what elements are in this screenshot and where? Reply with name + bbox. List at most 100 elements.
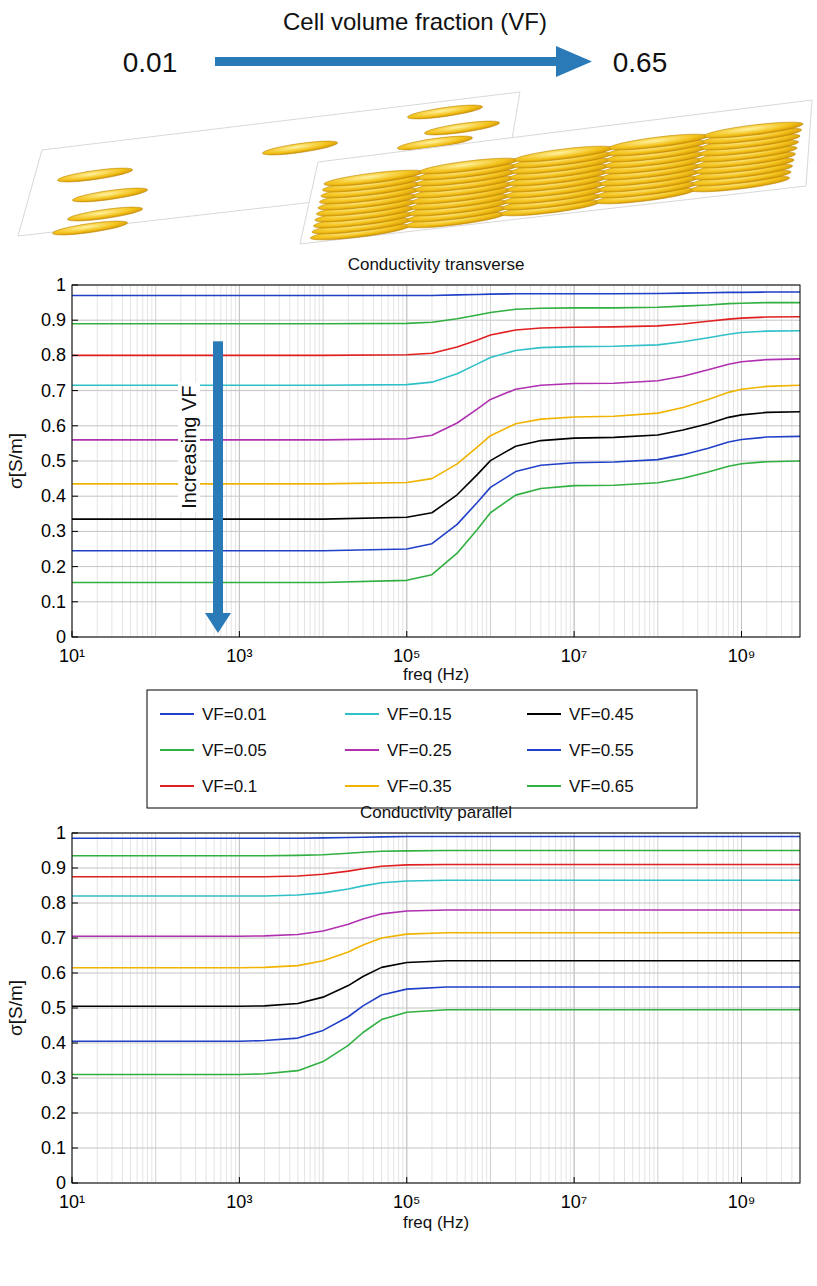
y-tick-label: 0.3 [41,521,66,541]
y-tick-label: 0.8 [41,893,66,913]
y-grid [72,868,800,869]
legend-label: VF=0.01 [202,705,267,724]
y-tick-label: 0.1 [41,592,66,612]
figure: Cell volume fraction (VF) 0.01 0.65 10¹ 10³ 1… [0,0,817,1286]
legend-swatch [345,749,379,751]
annotation: Increasing VF [178,341,231,633]
illustration-dense [300,100,812,244]
series-line [72,317,800,356]
x-tick-label: 10³ [226,1192,252,1212]
y-grid [72,531,800,532]
y-tick [72,601,78,602]
y-tick [72,1008,78,1009]
annotation-patch [178,382,200,511]
y-tick [72,566,78,567]
series-line [72,303,800,324]
y-tick [72,903,78,904]
legend-swatch [345,785,379,787]
y-tick-label: 0.2 [41,1103,66,1123]
y-tick-label: 0.9 [41,310,66,330]
legend-label: VF=0.65 [569,777,634,796]
legend: VF=0.01VF=0.05VF=0.1VF=0.15VF=0.25VF=0.3… [147,690,697,808]
x-tick [574,631,575,637]
header-end: 0.65 [613,47,668,78]
series-line [72,331,800,386]
series-line [72,865,800,877]
header-arrow-shaft [215,57,560,66]
x-tick-label: 10⁷ [561,646,588,666]
y-grid [72,1043,800,1044]
y-tick-label: 1 [56,823,66,843]
x-tick-label: 10⁷ [561,1192,588,1212]
y-tick [72,637,78,638]
x-tick [406,631,407,637]
series-line [72,1010,800,1075]
cell [67,204,144,223]
plot-frame [72,285,800,637]
y-tick-label: 0.1 [41,1138,66,1158]
chart-title: Conductivity transverse [348,255,525,274]
annotation-arrow-shaft [213,341,223,615]
legend-label: VF=0.1 [202,777,257,796]
x-tick [72,631,73,637]
x-tick-label: 10³ [226,646,252,666]
y-grid [72,601,800,602]
y-tick-label: 0.6 [41,963,66,983]
cell [513,143,613,165]
y-tick [72,1043,78,1044]
y-tick [72,531,78,532]
y-tick-label: 1 [56,275,66,295]
header-title: Cell volume fraction (VF) [283,8,547,35]
y-tick-label: 0.5 [41,451,66,471]
legend-swatch [160,785,194,787]
cell [407,102,484,121]
y-tick [72,496,78,497]
y-grid [72,1008,800,1009]
y-grid [72,1078,800,1079]
y-tick-label: 0.7 [41,381,66,401]
y-tick [72,461,78,462]
series-line [72,837,800,839]
y-tick [72,390,78,391]
legend-label: VF=0.15 [387,705,452,724]
header-start: 0.01 [123,47,178,78]
grid [72,285,800,637]
x-axis-title: freq (Hz) [403,665,469,684]
y-grid [72,320,800,321]
legend-swatch [160,713,194,715]
y-tick [72,1113,78,1114]
legend-label: VF=0.05 [202,741,267,760]
x-tick-label: 10¹ [59,1192,85,1212]
legend-label: VF=0.55 [569,741,634,760]
series-line [72,851,800,856]
y-tick-label: 0.9 [41,858,66,878]
x-axis-title: freq (Hz) [403,1213,469,1232]
y-tick [72,425,78,426]
y-tick [72,833,78,834]
y-tick-label: 0.4 [41,486,66,506]
y-tick [72,1078,78,1079]
x-tick [741,631,742,637]
y-tick [72,938,78,939]
y-tick-label: 0.4 [41,1033,66,1053]
cell [262,138,339,157]
plot-frame [72,833,800,1183]
y-tick [72,1183,78,1184]
illustration-sparse [18,92,520,238]
legend-swatch [160,749,194,751]
x-tick-label: 10¹ [59,646,85,666]
y-grid [72,973,800,974]
y-tick-label: 0 [56,627,66,647]
plot-area [72,285,800,637]
y-grid [72,903,800,904]
y-tick [72,868,78,869]
annotation-arrow-head [205,613,231,633]
y-grid [72,1148,800,1149]
plot-area [72,833,800,1183]
cell [608,131,708,153]
series-line [72,880,800,896]
legend-label: VF=0.35 [387,777,452,796]
series-line [72,961,800,1007]
header-arrow-head [556,46,592,77]
legend-swatch [527,785,561,787]
